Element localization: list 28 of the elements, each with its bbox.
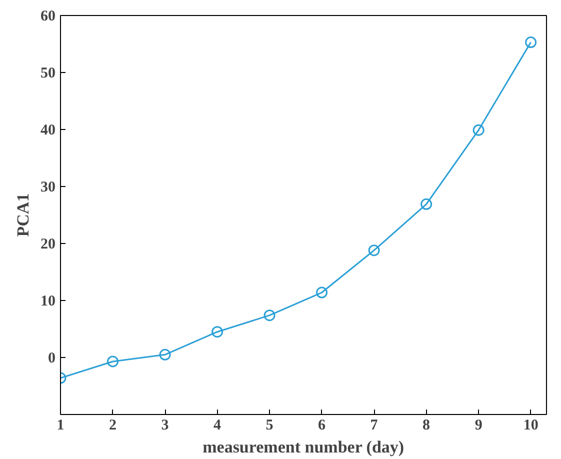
point: [212, 326, 224, 338]
y-tick-label: 20: [40, 236, 56, 252]
x-tick-label: 8: [422, 418, 430, 434]
x-tick-label: 6: [318, 418, 326, 434]
x-tick-label: 3: [161, 418, 169, 434]
y-tick-label: 0: [48, 350, 56, 366]
point: [107, 356, 119, 368]
y-axis-title: PCA1: [14, 193, 32, 237]
y-tick-label: 60: [40, 8, 56, 24]
y-tick-label: 10: [40, 294, 56, 310]
x-tick-label: 10: [523, 418, 538, 434]
y-tick-label: 40: [40, 122, 56, 138]
x-axis-title: measurement number (day): [202, 438, 404, 456]
x-tick-label: 2: [109, 418, 117, 434]
point: [159, 348, 171, 360]
x-tick-label: 7: [370, 418, 378, 434]
y-tick-label: 50: [40, 66, 56, 82]
point: [368, 244, 380, 256]
point: [420, 198, 432, 210]
point: [316, 286, 328, 298]
x-tick-label: 4: [214, 418, 222, 434]
x-tick-label: 5: [266, 418, 274, 434]
point: [264, 310, 276, 322]
y-tick-label: 30: [40, 180, 56, 196]
x-tick-label: 1: [56, 418, 64, 434]
point: [525, 36, 537, 48]
x-tick-label: 9: [474, 418, 482, 434]
point: [472, 124, 484, 136]
